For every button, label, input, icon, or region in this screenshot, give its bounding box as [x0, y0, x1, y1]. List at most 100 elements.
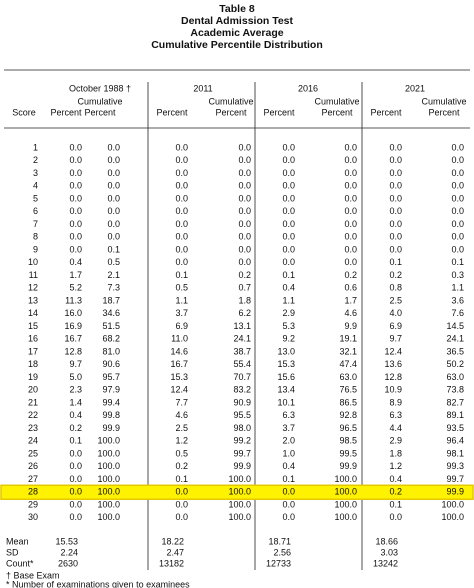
value-cell: 0.0: [282, 499, 295, 509]
score-cell: 3: [33, 168, 38, 178]
value-cell: 0.0: [238, 155, 251, 165]
score-cell: 16: [28, 334, 38, 344]
value-cell: 1.4: [69, 397, 82, 407]
value-cell: 2.5: [175, 423, 188, 433]
value-cell: 1.2: [389, 461, 402, 471]
value-cell: 2.9: [389, 436, 402, 446]
value-cell: 1.7: [69, 270, 82, 280]
value-cell: 0.0: [107, 206, 120, 216]
value-cell: 0.0: [451, 142, 464, 152]
value-cell: 6.9: [389, 321, 402, 331]
score-cell: 28: [28, 487, 38, 497]
value-cell: 0.2: [389, 270, 402, 280]
value-cell: 100.0: [97, 512, 120, 522]
value-cell: 12.8: [64, 346, 82, 356]
value-cell: 86.5: [339, 397, 357, 407]
value-cell: 0.0: [389, 244, 402, 254]
value-cell: 0.0: [69, 512, 82, 522]
value-cell: 9.9: [344, 321, 357, 331]
value-cell: 68.2: [102, 334, 120, 344]
value-cell: 100.0: [97, 474, 120, 484]
value-cell: 1.8: [389, 448, 402, 458]
value-cell: 0.0: [451, 232, 464, 242]
value-cell: 76.5: [339, 385, 357, 395]
value-cell: 0.0: [175, 219, 188, 229]
value-cell: 7.6: [451, 308, 464, 318]
value-cell: 11.3: [65, 295, 82, 305]
value-cell: 0.0: [175, 257, 188, 267]
value-cell: 100.0: [441, 512, 464, 522]
stat-label: SD: [6, 547, 19, 557]
value-cell: 0.0: [344, 193, 357, 203]
value-cell: 98.1: [446, 448, 464, 458]
value-cell: 0.0: [282, 142, 295, 152]
value-cell: 0.1: [175, 270, 188, 280]
score-cell: 23: [28, 423, 38, 433]
value-cell: 0.0: [389, 193, 402, 203]
value-cell: 0.0: [344, 168, 357, 178]
stat-value: 18.66: [375, 536, 398, 546]
value-cell: 0.0: [69, 461, 82, 471]
stat-value: 2.24: [60, 547, 78, 557]
value-cell: 0.0: [69, 181, 82, 191]
value-cell: 13.0: [277, 346, 295, 356]
value-cell: 34.6: [102, 308, 120, 318]
value-cell: 0.0: [107, 193, 120, 203]
value-cell: 8.9: [389, 397, 402, 407]
value-cell: 12.4: [384, 346, 402, 356]
value-cell: 11.0: [171, 334, 188, 344]
value-cell: 0.1: [282, 474, 295, 484]
value-cell: 100.0: [228, 474, 251, 484]
value-cell: 32.1: [339, 346, 357, 356]
value-cell: 2.0: [282, 436, 295, 446]
score-cell: 18: [28, 359, 38, 369]
value-cell: 7.3: [107, 283, 120, 293]
value-cell: 0.0: [238, 257, 251, 267]
value-cell: 100.0: [228, 499, 251, 509]
column-header: Cumulative: [77, 96, 122, 106]
value-cell: 15.3: [170, 372, 188, 382]
score-cell: 2: [33, 155, 38, 165]
value-cell: 0.0: [175, 168, 188, 178]
value-cell: 1.0: [282, 448, 295, 458]
value-cell: 100.0: [97, 487, 120, 497]
value-cell: 0.1: [107, 244, 120, 254]
group-header: 2021: [405, 83, 425, 93]
value-cell: 1.1: [451, 283, 464, 293]
column-header: Percent: [321, 107, 353, 117]
value-cell: 99.9: [339, 461, 357, 471]
value-cell: 6.3: [389, 410, 402, 420]
score-cell: 19: [28, 372, 38, 382]
value-cell: 13.4: [277, 385, 295, 395]
score-cell: 13: [28, 295, 38, 305]
score-cell: 14: [28, 308, 38, 318]
score-cell: 20: [28, 385, 38, 395]
value-cell: 6.3: [282, 410, 295, 420]
value-cell: 0.0: [451, 206, 464, 216]
value-cell: 0.0: [389, 512, 402, 522]
value-cell: 0.0: [344, 155, 357, 165]
title-line: Dental Admission Test: [181, 15, 294, 27]
stat-value: 3.03: [380, 547, 398, 557]
stat-value: 18.71: [268, 536, 291, 546]
value-cell: 18.7: [102, 295, 120, 305]
value-cell: 100.0: [228, 512, 251, 522]
value-cell: 0.0: [69, 487, 82, 497]
value-cell: 0.0: [175, 181, 188, 191]
value-cell: 0.0: [389, 155, 402, 165]
column-header: Percent: [215, 107, 247, 117]
value-cell: 0.0: [107, 168, 120, 178]
stat-value: 13182: [159, 558, 184, 568]
value-cell: 0.1: [69, 436, 82, 446]
value-cell: 0.0: [282, 155, 295, 165]
value-cell: 0.0: [238, 206, 251, 216]
value-cell: 4.4: [389, 423, 402, 433]
value-cell: 13.6: [384, 359, 402, 369]
value-cell: 55.4: [233, 359, 251, 369]
value-cell: 0.0: [107, 142, 120, 152]
value-cell: 0.0: [282, 181, 295, 191]
value-cell: 97.9: [102, 385, 120, 395]
value-cell: 0.1: [389, 257, 402, 267]
value-cell: 16.0: [64, 308, 82, 318]
value-cell: 0.0: [107, 155, 120, 165]
